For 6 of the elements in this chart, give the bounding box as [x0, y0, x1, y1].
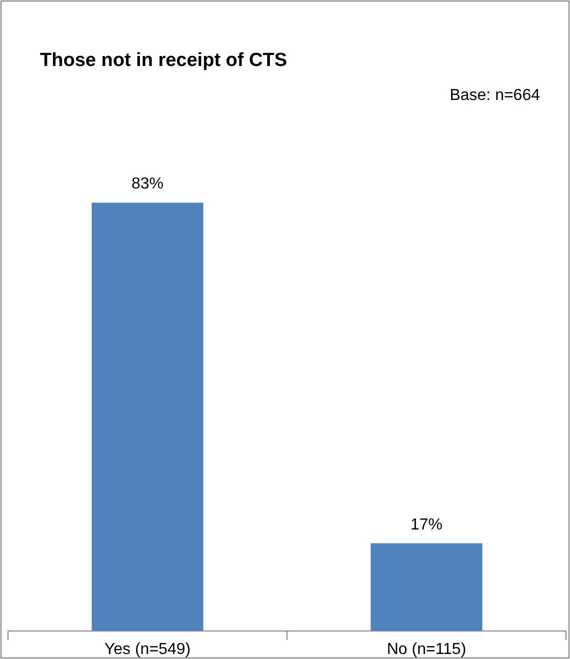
data-label: 17% [410, 516, 443, 534]
x-tick-label: Yes (n=549) [104, 641, 191, 658]
data-label: 83% [131, 176, 164, 193]
chart-title: Those not in receipt of CTS [40, 50, 288, 71]
text: Base: n=664 [450, 87, 540, 104]
x-tick-label: No (n=115) [386, 641, 466, 658]
